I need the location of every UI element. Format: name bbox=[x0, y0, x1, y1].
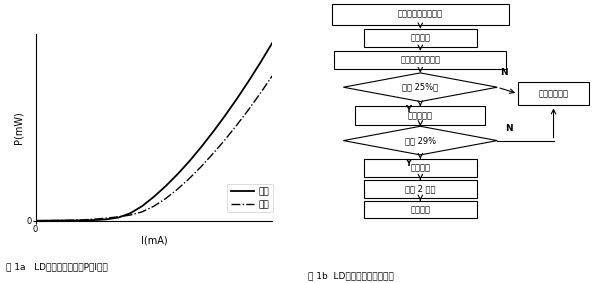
Text: N: N bbox=[506, 124, 513, 133]
正常 bbox=[186, 159, 193, 163]
老化 bbox=[233, 123, 240, 127]
老化 bbox=[32, 219, 39, 222]
Y-axis label: P(mW): P(mW) bbox=[14, 111, 23, 144]
正常 bbox=[150, 195, 157, 198]
正常 bbox=[210, 130, 217, 134]
Polygon shape bbox=[343, 126, 497, 155]
老化 bbox=[44, 219, 51, 222]
Text: 延迟 2 分钟: 延迟 2 分钟 bbox=[405, 184, 436, 193]
Bar bbox=[364, 180, 477, 198]
正常 bbox=[44, 219, 51, 222]
正常 bbox=[91, 218, 98, 222]
老化 bbox=[127, 213, 134, 217]
正常 bbox=[221, 114, 229, 117]
老化 bbox=[56, 219, 63, 222]
老化 bbox=[91, 217, 98, 221]
老化 bbox=[257, 91, 264, 95]
Text: 寿命预告警: 寿命预告警 bbox=[408, 111, 433, 120]
老化 bbox=[103, 216, 110, 220]
Text: 图 1b  LD工作寿命检测流程图: 图 1b LD工作寿命检测流程图 bbox=[308, 271, 394, 280]
Polygon shape bbox=[343, 73, 497, 102]
老化 bbox=[115, 215, 122, 218]
Bar bbox=[518, 82, 589, 106]
老化 bbox=[245, 108, 252, 111]
Text: 数字滤波: 数字滤波 bbox=[410, 33, 430, 42]
Bar bbox=[364, 29, 477, 47]
Bar bbox=[364, 201, 477, 218]
正常 bbox=[162, 184, 169, 188]
X-axis label: I(mA): I(mA) bbox=[141, 235, 167, 245]
Text: Y: Y bbox=[406, 106, 411, 114]
正常 bbox=[233, 97, 240, 100]
正常 bbox=[67, 219, 75, 222]
Line: 老化: 老化 bbox=[36, 76, 272, 221]
Text: N: N bbox=[500, 68, 507, 77]
Text: 图 1a   LD在不同状态下的P－I曲线: 图 1a LD在不同状态下的P－I曲线 bbox=[6, 263, 108, 272]
正常 bbox=[127, 212, 134, 215]
Text: 相差 25%？: 相差 25%？ bbox=[402, 83, 439, 92]
正常 bbox=[32, 219, 39, 222]
正常 bbox=[79, 219, 86, 222]
正常 bbox=[139, 204, 146, 208]
Text: 紧急告警: 紧急告警 bbox=[410, 163, 430, 172]
正常 bbox=[198, 145, 205, 149]
老化 bbox=[79, 218, 86, 222]
Text: 比较对应的电流值: 比较对应的电流值 bbox=[400, 55, 440, 65]
老化 bbox=[150, 204, 157, 208]
老化 bbox=[174, 187, 181, 191]
老化 bbox=[221, 138, 229, 142]
Text: 相差 29%: 相差 29% bbox=[405, 136, 436, 145]
正常 bbox=[115, 216, 122, 219]
Legend: 正常, 老化: 正常, 老化 bbox=[227, 184, 272, 213]
Text: 采样功率、电流信号: 采样功率、电流信号 bbox=[398, 10, 443, 19]
Bar bbox=[332, 4, 509, 25]
正常 bbox=[56, 219, 63, 222]
老化 bbox=[139, 210, 146, 214]
正常 bbox=[174, 172, 181, 176]
老化 bbox=[269, 74, 276, 78]
老化 bbox=[198, 165, 205, 168]
正常 bbox=[269, 41, 276, 44]
老化 bbox=[210, 152, 217, 155]
正常 bbox=[257, 61, 264, 64]
正常 bbox=[103, 218, 110, 221]
Bar bbox=[355, 106, 485, 125]
老化 bbox=[67, 218, 75, 222]
老化 bbox=[186, 177, 193, 180]
Line: 正常: 正常 bbox=[36, 43, 272, 221]
Text: 关闭输出: 关闭输出 bbox=[410, 205, 430, 214]
Bar bbox=[334, 51, 506, 69]
Bar bbox=[364, 159, 477, 177]
老化 bbox=[162, 197, 169, 200]
正常 bbox=[245, 80, 252, 83]
Text: 自动功率控制: 自动功率控制 bbox=[539, 89, 568, 98]
Text: Y: Y bbox=[406, 159, 411, 168]
